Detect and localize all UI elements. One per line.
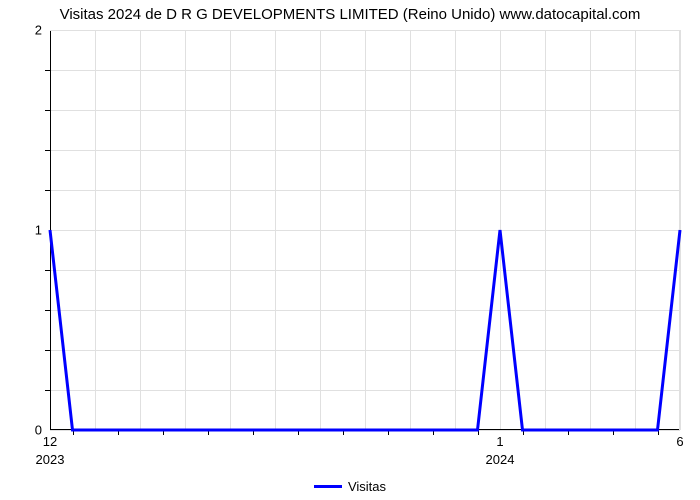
y-tick-label: 1 (35, 223, 42, 238)
grid-line-vertical (680, 30, 681, 430)
legend-swatch (314, 485, 342, 488)
x-tick-label: 1 (496, 434, 503, 449)
x-tick-label: 6 (676, 434, 683, 449)
x-tick-year-label: 2023 (36, 452, 65, 467)
legend-label: Visitas (348, 479, 386, 494)
x-tick-year-label: 2024 (486, 452, 515, 467)
legend: Visitas (0, 478, 700, 494)
chart-title: Visitas 2024 de D R G DEVELOPMENTS LIMIT… (0, 6, 700, 23)
x-tick-label: 12 (43, 434, 57, 449)
y-tick-label: 0 (35, 423, 42, 438)
y-tick-label: 2 (35, 23, 42, 38)
line-series (50, 30, 680, 430)
plot-area: 012121620232024 (50, 30, 680, 430)
